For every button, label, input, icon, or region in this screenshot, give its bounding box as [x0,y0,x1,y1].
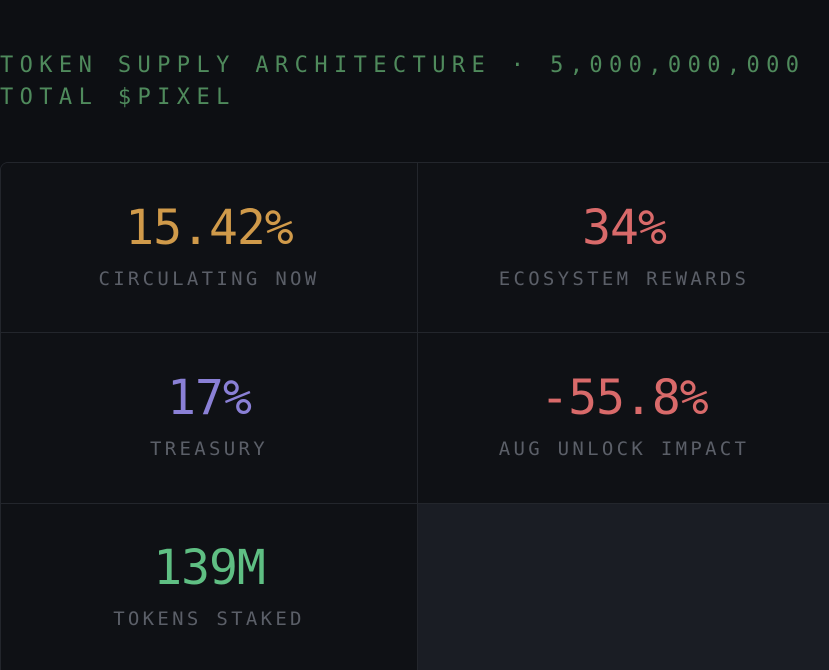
title-line-1: TOKEN SUPPLY ARCHITECTURE · 5,000,000,00… [0,53,806,78]
stat-label: ECOSYSTEM REWARDS [498,267,750,290]
page-title: TOKEN SUPPLY ARCHITECTURE · 5,000,000,00… [0,50,829,114]
stat-card-unlock-impact: -55.8% AUG UNLOCK IMPACT [418,333,829,504]
stat-value: 17% [167,370,252,426]
empty-cell [418,504,829,670]
stat-card-treasury: 17% TREASURY [1,333,418,504]
stat-label: TOKENS STAKED [113,607,305,630]
stat-value: 15.42% [125,199,293,256]
stat-value: 139M [153,539,266,596]
title-line-2: TOTAL $PIXEL [0,85,236,110]
stat-label: CIRCULATING NOW [98,267,320,290]
stat-label: TREASURY [150,438,268,460]
stat-card-circulating: 15.42% CIRCULATING NOW [1,163,418,333]
stat-value: -55.8% [540,370,708,426]
stat-label: AUG UNLOCK IMPACT [498,438,750,460]
stat-value: 34% [582,199,667,256]
stats-grid: 15.42% CIRCULATING NOW 34% ECOSYSTEM REW… [0,162,829,670]
stat-card-tokens-staked: 139M TOKENS STAKED [1,504,418,670]
stat-card-ecosystem-rewards: 34% ECOSYSTEM REWARDS [418,163,829,333]
